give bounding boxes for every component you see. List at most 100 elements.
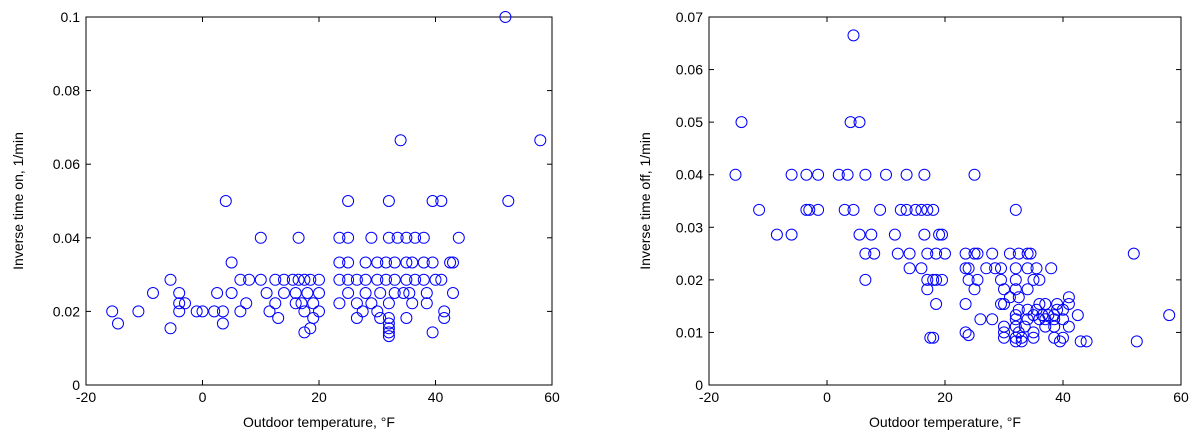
data-point	[859, 168, 872, 181]
data-point	[333, 231, 346, 244]
data-point	[190, 305, 203, 318]
data-point	[350, 273, 363, 286]
data-point	[382, 312, 395, 324]
data-point	[900, 168, 913, 181]
data-point	[903, 247, 916, 260]
data-point	[770, 228, 783, 241]
data-point	[406, 256, 419, 269]
data-point	[785, 228, 798, 241]
data-point	[888, 228, 901, 241]
data-point	[1009, 203, 1022, 216]
data-point	[838, 203, 851, 216]
data-point	[400, 231, 413, 244]
data-point	[894, 203, 907, 216]
data-point	[307, 297, 320, 310]
data-point	[447, 287, 459, 299]
data-point	[859, 247, 872, 260]
data-point	[409, 273, 422, 286]
y-axis-label: Inverse time on, 1/min	[10, 132, 26, 270]
data-point	[400, 256, 413, 269]
data-point	[995, 262, 1007, 275]
data-point	[921, 203, 934, 216]
data-point	[225, 287, 238, 299]
y-tick-label: 0.02	[53, 303, 80, 319]
x-tick-label: 20	[311, 389, 327, 405]
data-point	[225, 256, 238, 269]
y-tick-label: 0.02	[676, 272, 703, 288]
data-point	[444, 256, 457, 269]
y-tick-label: 0.03	[676, 219, 703, 235]
data-point	[234, 273, 247, 286]
data-point	[400, 273, 413, 286]
data-point	[313, 273, 325, 286]
data-point	[380, 273, 392, 286]
data-point	[853, 228, 866, 241]
data-point	[388, 256, 401, 269]
data-point	[927, 331, 940, 344]
data-point	[853, 116, 866, 129]
data-point	[986, 313, 999, 326]
data-point	[974, 313, 987, 326]
data-point	[179, 297, 191, 310]
data-point	[989, 262, 1002, 275]
data-point	[1009, 273, 1022, 286]
data-point	[753, 203, 766, 216]
data-point	[417, 231, 430, 244]
data-point	[173, 287, 186, 299]
data-point	[1054, 335, 1066, 348]
data-point	[400, 312, 413, 324]
data-point	[1057, 313, 1069, 326]
data-point	[304, 322, 317, 335]
data-point	[930, 247, 943, 260]
data-point	[359, 273, 372, 286]
x-tick-label: 20	[937, 389, 953, 405]
data-point	[173, 305, 186, 318]
x-tick-label: 60	[1173, 389, 1189, 405]
data-point	[832, 168, 845, 181]
data-point	[350, 297, 363, 310]
data-point	[382, 330, 395, 343]
data-point	[859, 273, 872, 286]
x-tick-label: 60	[544, 389, 560, 405]
data-point	[342, 256, 355, 269]
data-point	[812, 168, 825, 181]
data-point	[874, 203, 887, 216]
data-point	[278, 273, 290, 286]
data-point	[1030, 262, 1043, 275]
data-point	[1009, 262, 1022, 275]
data-point	[968, 168, 981, 181]
data-point	[1024, 247, 1037, 260]
data-point	[426, 256, 439, 269]
data-point	[1027, 273, 1040, 286]
y-tick-label: 0.1	[61, 9, 81, 25]
data-point	[112, 317, 124, 330]
data-point	[350, 312, 363, 324]
data-point	[1012, 291, 1025, 304]
data-point	[812, 203, 825, 216]
data-point	[936, 228, 948, 241]
data-point	[995, 298, 1007, 310]
data-point	[289, 297, 302, 310]
data-point	[240, 297, 253, 310]
data-point	[936, 273, 948, 286]
data-point	[254, 273, 267, 286]
data-point	[295, 297, 308, 310]
y-tick-label: 0.07	[676, 9, 703, 25]
data-point	[1033, 273, 1046, 286]
data-point	[333, 256, 346, 269]
y-axis-label: Inverse time off, 1/min	[637, 132, 653, 269]
y-tick-label: 0.04	[53, 230, 80, 246]
data-point	[1027, 331, 1040, 344]
x-tick-label: 0	[823, 389, 831, 405]
data-point	[729, 168, 742, 181]
data-point	[927, 273, 940, 286]
data-point	[371, 305, 384, 318]
y-tick-label: 0.08	[53, 83, 80, 99]
data-point	[1130, 335, 1143, 348]
data-point	[382, 195, 395, 207]
data-point	[968, 283, 981, 296]
data-point	[435, 273, 448, 286]
